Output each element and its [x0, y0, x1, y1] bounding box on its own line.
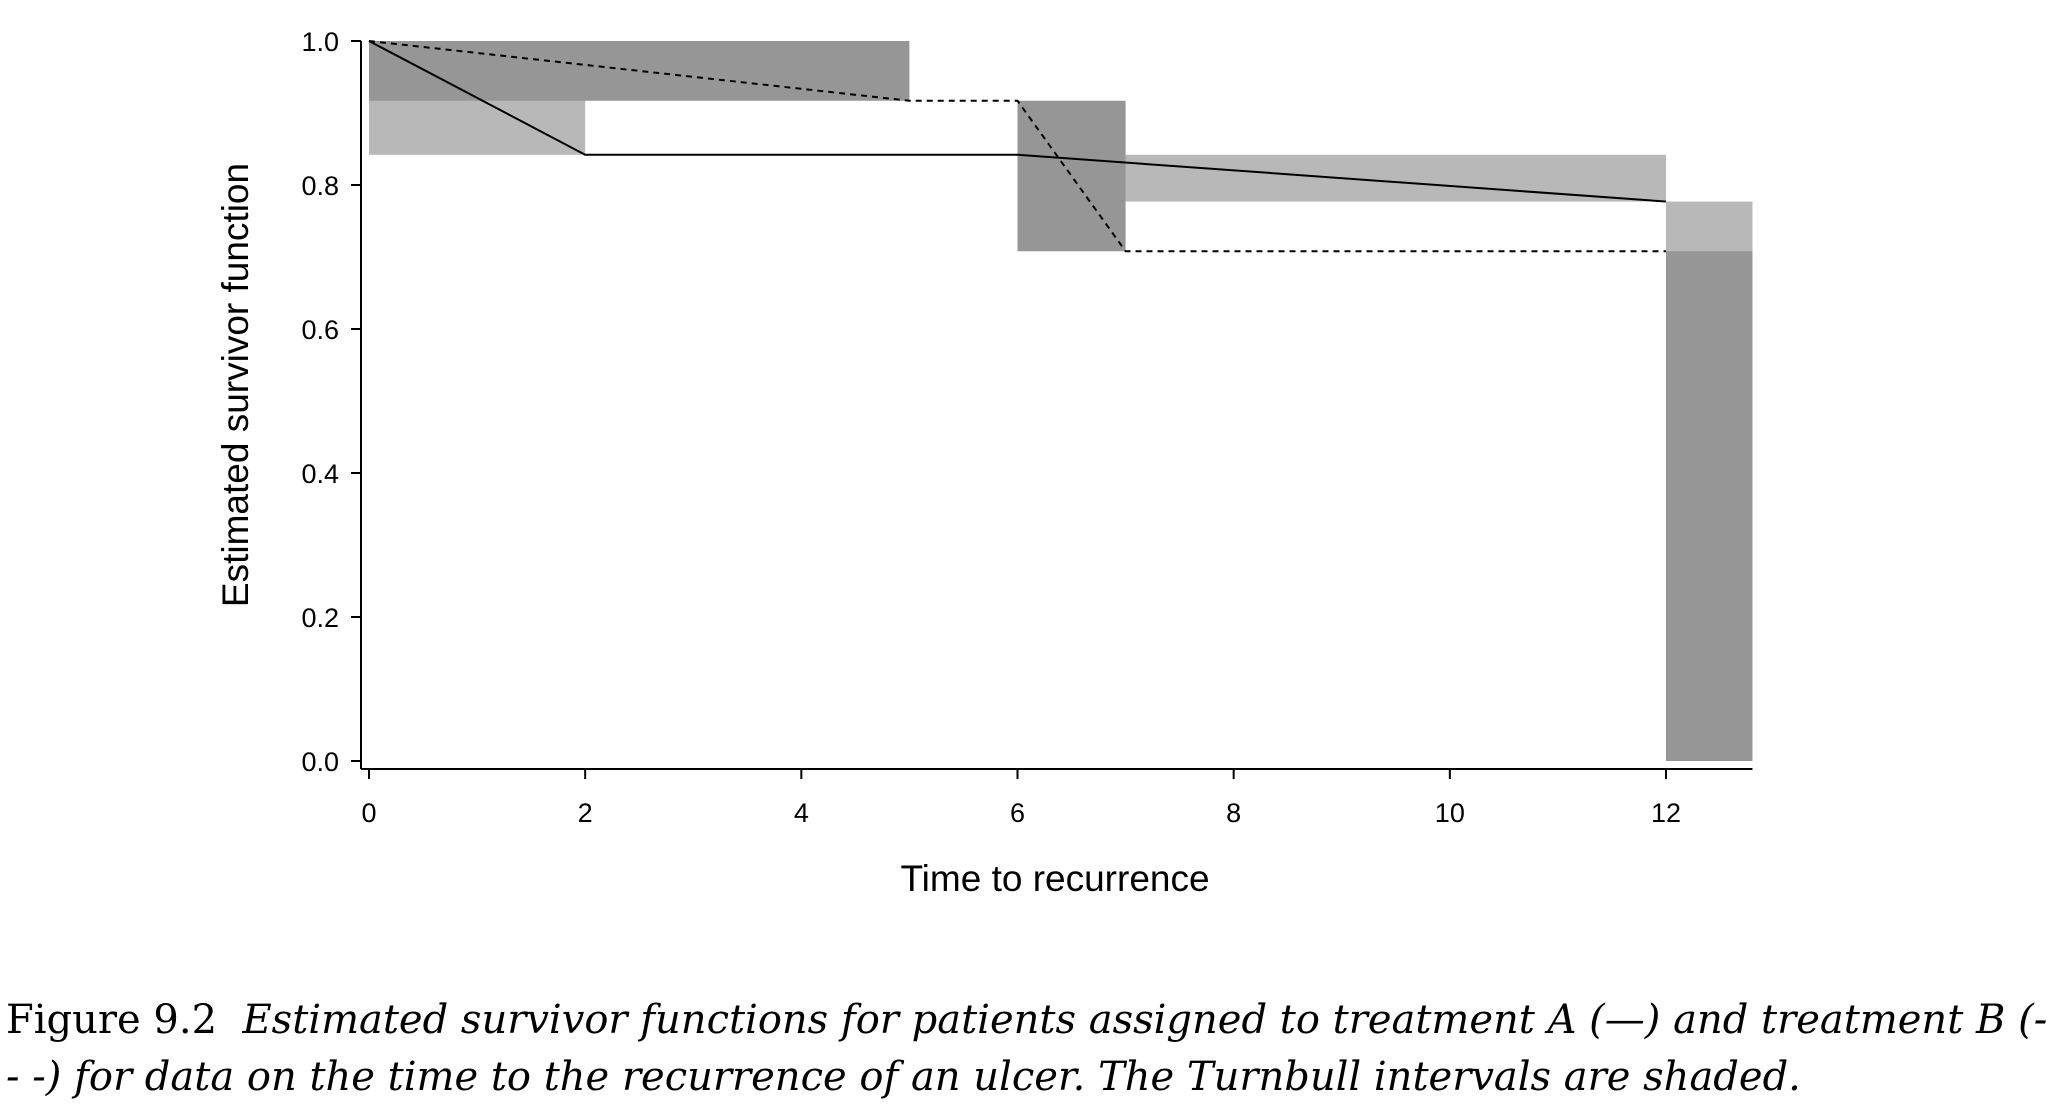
figure-label: Figure 9.2: [6, 997, 218, 1043]
y-tick-label-0.8: 0.8: [301, 171, 339, 201]
x-tick-label-6: 6: [1010, 798, 1025, 828]
survivor-curves: [368, 40, 1667, 253]
x-tick-label-10: 10: [1435, 798, 1465, 828]
x-tick-label-12: 12: [1651, 798, 1681, 828]
turnbull-interval-light-1: [1125, 154, 1666, 202]
figure-caption: Figure 9.2 Estimated survivor functions …: [6, 992, 2056, 1106]
y-tick-label-0.2: 0.2: [301, 603, 339, 633]
series-line-treatment-b: [368, 40, 1666, 253]
axes: 0 2 4 6 8 10 12 0.0 0.2 0.4 0.6 0.8 1.0: [301, 27, 1753, 828]
figure-caption-text: Estimated survivor functions for patient…: [6, 997, 2048, 1100]
series-line-treatment-a: [368, 40, 1667, 203]
x-tick-label-2: 2: [578, 798, 593, 828]
turnbull-interval-dark-4: [1017, 100, 1126, 252]
x-axis-title: Time to recurrence: [900, 858, 1209, 899]
x-tick-label-0: 0: [361, 798, 376, 828]
y-tick-label-1.0: 1.0: [301, 27, 339, 57]
turnbull-intervals: [369, 41, 1753, 762]
y-tick-label-0.6: 0.6: [301, 315, 339, 345]
y-tick-label-0.4: 0.4: [301, 459, 339, 489]
x-tick-label-4: 4: [794, 798, 809, 828]
y-tick-label-0.0: 0.0: [301, 747, 339, 777]
survivor-chart: 0 2 4 6 8 10 12 0.0 0.2 0.4 0.6 0.8 1.0 Time to recu…: [215, 27, 1753, 899]
turnbull-interval-dark-5: [1666, 251, 1753, 762]
y-axis-title: Estimated survivor function: [215, 163, 256, 607]
x-tick-label-8: 8: [1226, 798, 1241, 828]
